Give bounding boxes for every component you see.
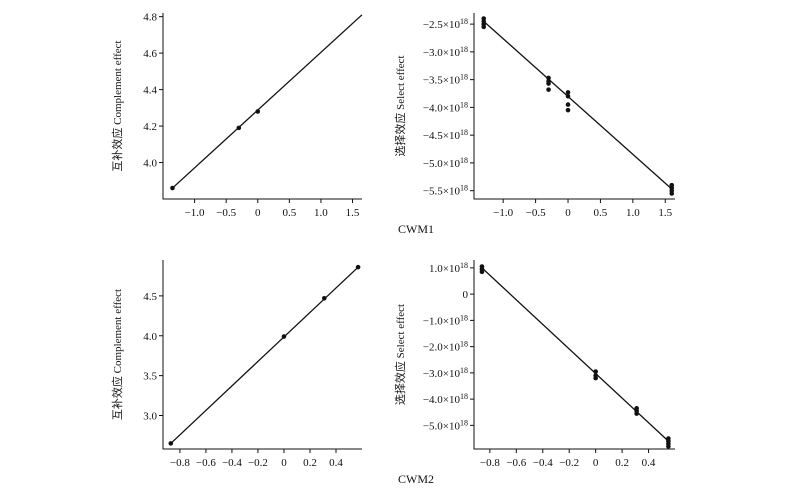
panel-select-cwm1-data-point [565, 102, 571, 107]
panel-select-cwm1-y-tick-label: −2.5×1018 [423, 17, 468, 31]
panel-select-cwm2-y-tick-label: −1.0×1018 [423, 313, 468, 327]
panel-select-cwm2-fit-line [481, 267, 669, 442]
panel-complement-cwm2-x-tick-label: −0.8 [170, 457, 190, 469]
panel-select-cwm2-x-tick-label: 0.4 [642, 457, 656, 469]
panel-complement-cwm1-y-tick-label: 4.6 [143, 48, 157, 60]
panel-complement-cwm1-x-tick-label: −1.0 [185, 207, 205, 219]
panel-select-cwm2-data-point [593, 375, 598, 381]
panel-select-cwm2-y-tick-label: 1.0×1018 [429, 261, 468, 275]
panel-select-cwm1-data-point [565, 107, 571, 113]
panel-select-cwm1-y-tick-label: −5.5×1018 [423, 184, 468, 198]
panel-complement-cwm1-y-tick-label: 4.0 [143, 158, 157, 170]
panel-complement-cwm2-y-tick-label: 4.0 [143, 331, 157, 343]
panel-select-cwm1-data-point [565, 90, 571, 95]
panel-select-cwm2-y-tick-label: −2.0×1018 [423, 340, 468, 354]
panel-select-cwm2-data-point [666, 444, 671, 449]
panel-select-cwm1: −1.0 −0.5 0 0.5 1.0 1.5 −5.5×1018 −5.0×1018 −4.5… [393, 13, 675, 219]
panel-select-cwm1-y-tick-label: −4.5×1018 [423, 128, 468, 142]
panel-select-cwm1-data-point [546, 75, 551, 81]
panel-complement-cwm2-y-axis-label: 互补效应 Complement effect [110, 289, 124, 420]
panel-complement-cwm2-fit-line [170, 266, 359, 444]
panel-select-cwm2-x-tick-label: −0.6 [506, 457, 526, 469]
panel-complement-cwm1-y-tick-label: 4.4 [143, 85, 157, 97]
panel-select-cwm2: −0.8 −0.6 −0.4 −0.2 0 0.2 0.4 −5.0×1018 −4.0×101… [393, 260, 675, 469]
panel-complement-cwm1: −1.0 −0.5 0 0.5 1.0 1.5 4.0 4.2 4.4 4.6 4.8 互补效应 Co… [110, 12, 363, 219]
panel-select-cwm1-fit-line [483, 20, 673, 190]
panel-select-cwm1-data-point [546, 87, 551, 92]
panel-select-cwm2-y-tick-label: 0 [463, 289, 469, 301]
panel-complement-cwm1-x-tick-label: 1.5 [346, 207, 360, 219]
panel-complement-cwm2-y-tick-label: 3.0 [143, 411, 157, 423]
panel-complement-cwm2-x-tick-label: −0.4 [222, 457, 242, 469]
panel-select-cwm1-x-tick-label: 1.0 [626, 207, 640, 219]
panel-complement-cwm1-x-tick-label: 0.5 [282, 207, 296, 219]
panel-complement-cwm1-x-tick-label: 1.0 [314, 207, 328, 219]
panel-complement-cwm2: −0.8 −0.6 −0.4 −0.2 0 0.2 0.4 3.0 3.5 4.0 4.5 互补效应 … [110, 260, 362, 469]
panel-select-cwm2-y-tick-label: −4.0×1018 [423, 392, 468, 406]
panel-complement-cwm1-y-axis-label: 互补效应 Complement effect [110, 40, 124, 171]
panel-complement-cwm2-data-point [168, 441, 174, 446]
panel-complement-cwm2-data-point [281, 334, 287, 339]
panel-complement-cwm2-x-tick-label: −0.2 [248, 457, 268, 469]
panel-complement-cwm1-data-point [255, 109, 261, 114]
panel-select-cwm1-data-point [546, 81, 551, 86]
panel-select-cwm1-y-tick-label: −4.0×1018 [423, 100, 468, 114]
panel-complement-cwm2-y-tick-label: 4.5 [143, 291, 157, 303]
row-label-cwm2: CWM2 [398, 472, 434, 486]
panel-select-cwm2-x-tick-label: −0.8 [480, 457, 500, 469]
panel-complement-cwm2-x-tick-label: −0.6 [196, 457, 216, 469]
panel-select-cwm1-data-point [481, 24, 487, 30]
panel-complement-cwm1-y-tick-label: 4.2 [143, 121, 157, 133]
panel-complement-cwm1-y-tick-label: 4.8 [143, 12, 157, 24]
panel-select-cwm1-data-point [565, 93, 571, 99]
panel-complement-cwm1-fit-line [172, 14, 363, 189]
panel-select-cwm1-x-tick-label: 0 [565, 207, 571, 219]
panel-select-cwm2-x-tick-label: −0.2 [559, 457, 579, 469]
panel-select-cwm2-y-axis-label: 选择效应 Select effect [393, 304, 407, 405]
panel-select-cwm1-y-tick-label: −5.0×1018 [423, 156, 468, 170]
panel-complement-cwm2-x-tick-label: 0.2 [303, 457, 317, 469]
panel-select-cwm2-data-point [593, 369, 598, 374]
panel-select-cwm1-x-tick-label: −1.0 [493, 207, 513, 219]
panel-select-cwm1-x-tick-label: 1.5 [658, 207, 672, 219]
panel-select-cwm1-x-tick-label: 0.5 [594, 207, 608, 219]
panel-select-cwm2-x-tick-label: 0 [593, 457, 599, 469]
panel-select-cwm1-x-tick-label: −0.5 [526, 207, 546, 219]
panel-complement-cwm1-data-point [236, 125, 242, 131]
panel-select-cwm1-y-tick-label: −3.0×1018 [423, 45, 468, 59]
panel-select-cwm1-y-tick-label: −3.5×1018 [423, 73, 468, 87]
panel-complement-cwm2-data-point [355, 264, 361, 270]
panel-complement-cwm1-data-point [170, 185, 175, 191]
panel-select-cwm1-y-axis-label: 选择效应 Select effect [393, 55, 407, 156]
panel-select-cwm2-y-tick-label: −5.0×1018 [423, 418, 468, 432]
panel-complement-cwm2-x-tick-label: 0.4 [329, 457, 343, 469]
panel-complement-cwm2-x-tick-label: 0 [281, 457, 287, 469]
panel-complement-cwm2-data-point [321, 295, 327, 301]
panel-select-cwm2-x-tick-label: −0.4 [533, 457, 553, 469]
panel-select-cwm1-data-point [669, 191, 675, 196]
panel-select-cwm2-y-tick-label: −3.0×1018 [423, 366, 468, 380]
panel-complement-cwm1-x-tick-label: 0 [255, 207, 261, 219]
panel-select-cwm2-data-point [634, 411, 639, 416]
row-label-cwm1: CWM1 [398, 222, 434, 236]
panel-complement-cwm2-y-tick-label: 3.5 [143, 371, 157, 383]
panel-complement-cwm1-x-tick-label: −0.5 [216, 207, 236, 219]
panel-select-cwm2-x-tick-label: 0.2 [615, 457, 629, 469]
panel-select-cwm2-data-point [479, 269, 485, 275]
